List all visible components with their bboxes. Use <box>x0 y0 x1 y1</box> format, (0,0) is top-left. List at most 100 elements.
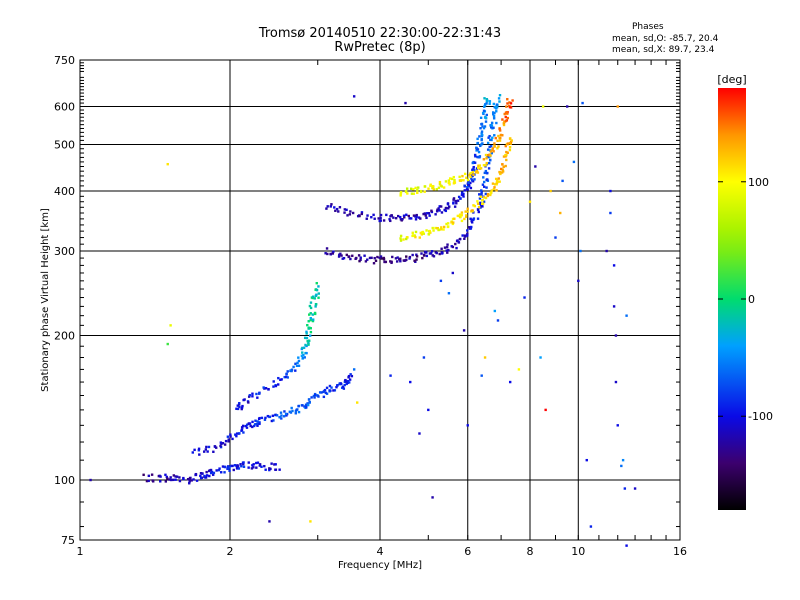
data-point <box>466 232 469 235</box>
data-point <box>443 246 447 249</box>
data-point <box>484 192 488 196</box>
data-point <box>219 441 223 444</box>
data-point <box>247 466 250 469</box>
data-point <box>274 413 277 417</box>
data-point <box>306 323 309 327</box>
data-point <box>475 169 479 173</box>
data-point <box>505 111 508 114</box>
data-point <box>358 259 361 263</box>
y-tick-label: 400 <box>54 185 75 198</box>
data-point <box>402 259 405 262</box>
data-point <box>389 260 392 263</box>
data-point <box>476 155 479 159</box>
data-point <box>178 479 182 483</box>
data-point <box>467 181 470 184</box>
data-point <box>351 254 354 257</box>
data-point <box>324 252 327 255</box>
data-point <box>251 420 254 424</box>
data-point <box>238 401 241 405</box>
data-point <box>164 473 167 477</box>
data-point <box>485 113 488 117</box>
data-point <box>415 253 418 256</box>
data-point <box>448 205 451 208</box>
data-point <box>235 432 239 435</box>
data-point <box>421 230 425 234</box>
data-point <box>494 177 498 181</box>
data-point <box>188 482 191 485</box>
data-point <box>484 164 487 167</box>
data-point <box>474 155 477 158</box>
data-point <box>326 252 329 256</box>
data-point <box>380 257 384 260</box>
data-point <box>480 374 483 377</box>
data-point <box>420 233 423 236</box>
data-point <box>373 217 376 220</box>
data-point <box>488 102 491 105</box>
data-point <box>272 385 275 388</box>
data-point <box>290 406 293 410</box>
data-point <box>242 461 245 464</box>
data-point <box>330 386 333 389</box>
data-point <box>579 249 582 253</box>
data-point <box>490 124 494 127</box>
data-point <box>455 202 458 205</box>
data-point <box>470 225 473 229</box>
data-point <box>169 476 172 479</box>
data-point <box>231 437 234 441</box>
data-point <box>472 167 475 171</box>
data-point <box>358 214 361 218</box>
x-tick-label: 16 <box>673 545 687 558</box>
data-point <box>482 176 485 179</box>
data-point <box>240 428 244 432</box>
data-point <box>313 311 317 315</box>
data-point <box>182 477 185 481</box>
data-point <box>508 148 512 152</box>
data-point <box>499 136 502 140</box>
data-point <box>470 177 473 180</box>
data-point <box>492 117 496 120</box>
data-point <box>301 404 304 407</box>
data-point <box>491 136 494 139</box>
data-point <box>251 464 254 467</box>
data-point <box>498 129 502 132</box>
data-point <box>308 304 312 308</box>
data-point <box>509 102 513 105</box>
data-point <box>431 496 434 499</box>
data-point <box>227 438 230 441</box>
data-point <box>335 386 338 389</box>
data-point <box>389 219 392 223</box>
data-point <box>476 217 480 220</box>
data-point <box>325 392 329 395</box>
data-point <box>302 346 306 349</box>
data-point <box>466 188 469 191</box>
data-point <box>244 424 247 428</box>
data-point <box>469 175 472 179</box>
data-point <box>245 423 249 426</box>
data-point <box>625 544 628 547</box>
data-point <box>432 188 436 191</box>
data-point <box>510 139 513 142</box>
data-point <box>481 125 484 128</box>
data-point <box>252 466 255 469</box>
data-point <box>453 217 456 220</box>
data-point <box>378 219 381 223</box>
data-point <box>486 141 490 145</box>
data-point <box>383 260 386 264</box>
data-point <box>482 185 486 188</box>
data-point <box>419 231 423 235</box>
data-point <box>464 210 467 213</box>
data-point <box>335 207 339 211</box>
data-point <box>452 221 455 224</box>
data-point <box>415 258 418 261</box>
data-point <box>471 170 474 174</box>
data-point <box>492 115 496 118</box>
data-point <box>472 204 475 207</box>
data-point <box>605 249 608 253</box>
data-point <box>423 212 427 215</box>
data-point <box>226 467 230 470</box>
data-point <box>486 148 490 151</box>
data-point <box>414 235 417 239</box>
data-point <box>448 183 451 186</box>
data-point <box>264 468 267 471</box>
data-point <box>212 473 215 476</box>
